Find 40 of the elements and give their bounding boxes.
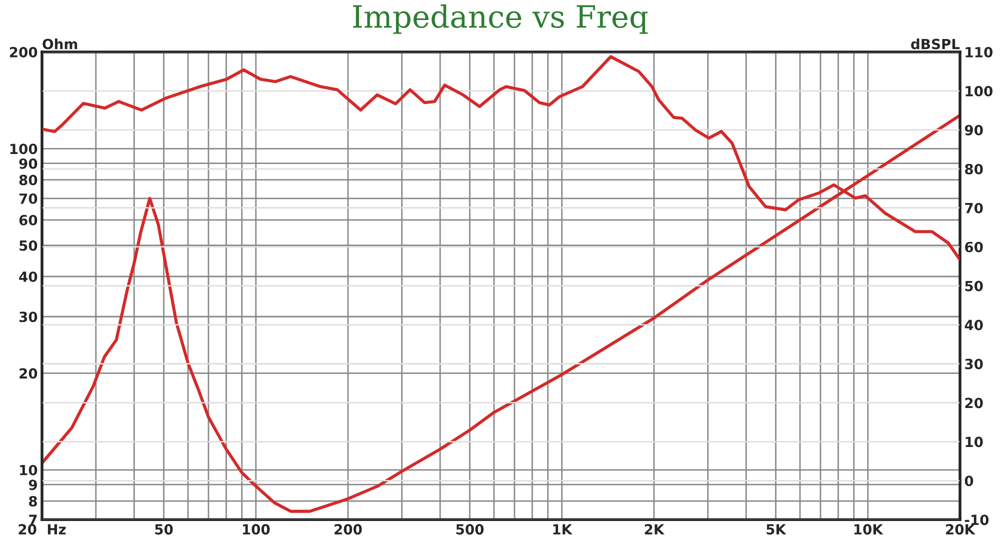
y-tick-label: 9 xyxy=(28,480,37,490)
y2-tick-label: 100 xyxy=(966,86,992,96)
x-tick-label: 100 xyxy=(242,524,270,535)
y2-tick-label: 80 xyxy=(965,164,983,174)
x-tick-label: 1K xyxy=(553,524,573,534)
x-tick-label: 10K xyxy=(854,524,884,535)
x-tick-label: 50 xyxy=(155,524,173,535)
y2-tick-label: 10 xyxy=(966,436,983,448)
y-tick-label: 10 xyxy=(20,464,38,476)
x-tick-label: 20 Hz xyxy=(18,524,66,535)
y2-tick-label: 70 xyxy=(965,202,983,214)
y2-tick-label: 20 xyxy=(965,398,983,408)
y-tick-label: 7 xyxy=(29,514,37,525)
y-tick-label: 100 xyxy=(10,144,38,154)
y-tick-label: 20 xyxy=(20,368,38,379)
y-axis-title: Ohm xyxy=(42,38,78,50)
x-tick-label: 200 xyxy=(334,524,362,535)
y2-axis-title: dBSPL xyxy=(911,38,960,50)
y-tick-label: 50 xyxy=(20,240,38,251)
y-tick-label: 30 xyxy=(19,312,38,322)
y-tick-label: 80 xyxy=(19,174,38,186)
y-tick-label: 40 xyxy=(19,271,38,282)
chart-title: Impedance vs Freq xyxy=(353,4,648,34)
y2-tick-label: 0 xyxy=(964,476,974,486)
y-tick-label: 70 xyxy=(19,193,38,204)
y-tick-label: 200 xyxy=(10,46,38,58)
y2-tick-label: -10 xyxy=(964,514,989,526)
y-tick-label: 90 xyxy=(19,158,38,169)
y2-tick-label: 90 xyxy=(964,124,983,136)
x-tick-label: 500 xyxy=(456,524,484,535)
y2-tick-label: 50 xyxy=(965,280,983,292)
y2-tick-label: 40 xyxy=(964,320,983,330)
x-tick-label: 5K xyxy=(766,524,786,535)
x-tick-label: 2K xyxy=(644,524,665,534)
y2-tick-label: 30 xyxy=(965,358,983,370)
y-tick-label: 8 xyxy=(29,496,37,506)
x-tick-label: 20K xyxy=(946,524,976,535)
y2-tick-label: 60 xyxy=(965,242,983,252)
y2-tick-label: 110 xyxy=(966,46,992,58)
y-tick-label: 60 xyxy=(19,214,38,226)
